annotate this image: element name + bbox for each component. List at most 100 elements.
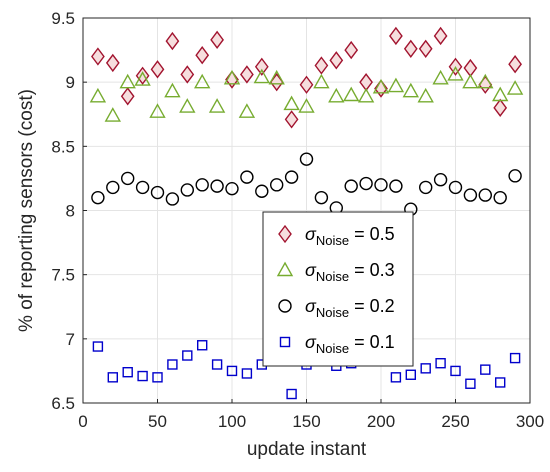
square-point [509,352,521,364]
legend-label: σNoise = 0.2 [305,296,395,320]
square-point [182,350,193,361]
circle-point [359,176,373,191]
circle-point [210,179,224,193]
x-tick-label: 100 [218,412,246,431]
circle-point [225,181,239,196]
square-point [196,340,208,351]
circle-point [195,178,209,192]
circle-point [374,178,388,192]
legend-circle-icon [278,299,292,313]
square-point [107,372,119,383]
triangle-point [89,87,107,103]
circle-point [255,184,269,198]
axis-ticks: 0 50 100 150 200 250 300 6.5 7 7.5 8 8.5 9 9.5 [51,9,544,431]
circle-point [433,172,448,187]
triangle-point [283,95,300,111]
y-tick-label: 6.5 [51,394,75,413]
legend-subscript: Noise [316,269,349,284]
triangle-point [298,98,315,113]
legend-square-icon [279,336,291,348]
square-point [137,370,148,382]
triangle-point [194,73,211,89]
circle-point [419,180,433,195]
x-tick-label: 50 [148,412,167,431]
legend-triangle-icon [276,261,294,277]
legend-value: = 0.3 [349,260,395,280]
legend-label: σNoise = 0.1 [305,332,395,356]
diamond-point [493,98,508,118]
diamond-point [314,56,329,75]
diamond-point [240,65,254,84]
circle-point [508,169,522,183]
square-point [152,372,163,383]
triangle-point [268,69,285,85]
square-point [167,359,178,370]
series-3 [91,152,522,216]
square-point [286,388,297,400]
diamond-point [135,66,150,85]
square-point [495,377,506,388]
triangle-point [492,86,509,102]
triangle-point [134,71,151,86]
triangle-point [208,98,226,113]
circle-point [106,180,120,195]
triangle-point [417,87,434,103]
triangle-point [372,78,390,94]
diamond-point [403,39,418,58]
circle-point [165,192,180,206]
diamond-point [389,26,403,46]
diamond-point [329,51,344,70]
x-tick-label: 200 [367,412,395,431]
diamond-point [165,31,180,51]
diamond-point [120,87,135,106]
triangle-point [387,77,405,93]
square-point [405,369,416,380]
circle-point [299,152,314,166]
legend-value: = 0.5 [349,224,395,244]
diamond-point [299,75,314,94]
triangle-point [253,68,270,84]
triangle-point [432,69,449,85]
diamond-point [180,65,195,84]
triangle-point [343,86,360,102]
diamond-point [433,26,448,46]
legend-sigma: σ [305,332,317,352]
triangle-point [357,87,375,103]
y-tick-label: 8.5 [51,137,75,156]
circle-point [135,180,150,195]
diamond-point [254,57,269,76]
legend-subscript: Noise [316,305,349,320]
triangle-point [462,73,479,89]
square-point [450,365,461,377]
square-point [226,365,238,377]
circle-point [314,190,329,205]
triangle-point [506,80,524,95]
y-tick-label: 9 [66,73,75,92]
circle-point [120,171,135,186]
triangle-point [477,73,494,89]
x-tick-label: 0 [78,412,87,431]
diamond-point [418,39,433,58]
square-point [480,364,491,375]
triangle-point [104,107,121,122]
legend-entry-3: σNoise = 0.2 [278,296,395,320]
diamond-point [150,60,165,79]
x-tick-label: 150 [292,412,320,431]
circle-point [493,190,507,205]
legend-entry-1: σNoise = 0.5 [278,224,395,248]
diamond-point [210,30,224,49]
legend-entry-2: σNoise = 0.3 [276,260,395,284]
diamond-point [91,47,105,66]
triangle-point [164,82,181,98]
square-point [122,367,133,378]
square-point [420,363,431,374]
diamond-point [195,46,210,65]
triangle-point [149,103,166,118]
circle-point [478,188,492,202]
diamond-point [344,40,359,60]
legend-sigma: σ [305,296,317,316]
square-point [435,358,446,369]
triangle-point [328,87,345,103]
